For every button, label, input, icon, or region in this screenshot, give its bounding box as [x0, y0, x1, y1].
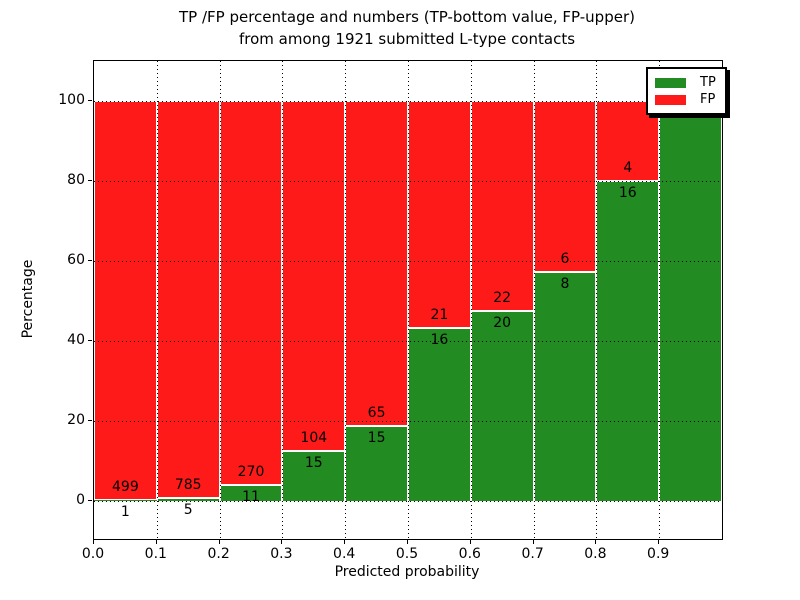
fp-count-label: 22	[493, 289, 512, 306]
x-gridline	[156, 61, 158, 539]
y-tick-label: 20	[67, 412, 85, 428]
bar-segment-fp	[533, 101, 597, 273]
bar-segment-tp	[282, 450, 346, 501]
y-axis-label: Percentage	[20, 259, 36, 339]
x-gridline	[219, 61, 221, 539]
legend-row-tp: TP	[655, 74, 716, 91]
fp-count-label: 785	[174, 477, 202, 494]
tp-count-label: 1	[120, 504, 130, 521]
chart-title: TP /FP percentage and numbers (TP-bottom…	[93, 6, 721, 50]
chart-title-line2: from among 1921 submitted L-type contact…	[238, 30, 576, 48]
y-tick	[88, 340, 92, 341]
x-tick-label: 0.5	[395, 546, 419, 562]
x-gridline	[596, 61, 598, 539]
y-gridline	[94, 261, 722, 262]
x-tick	[218, 540, 220, 544]
bar-segment-tp	[470, 310, 534, 501]
bar-segment-tp	[533, 272, 597, 501]
legend: TP FP	[646, 67, 727, 115]
bar-segment-fp	[156, 101, 220, 499]
legend-row-fp: FP	[655, 91, 716, 108]
x-tick	[344, 540, 346, 544]
x-gridline	[345, 61, 347, 539]
tp-count-label: 20	[493, 314, 512, 331]
x-tick	[532, 540, 534, 544]
x-tick-label: 0.6	[458, 546, 481, 562]
bar-segment-tp	[659, 101, 722, 501]
tp-count-label: 5	[183, 502, 193, 519]
tp-count-label: 16	[430, 332, 449, 349]
bar-segment-fp	[408, 101, 471, 329]
y-gridline	[94, 341, 722, 342]
y-tick-label: 40	[67, 332, 85, 348]
chart-title-line1: TP /FP percentage and numbers (TP-bottom…	[179, 8, 635, 26]
x-axis-label: Predicted probability	[334, 564, 480, 580]
y-tick	[88, 180, 92, 181]
legend-label-tp: TP	[700, 75, 716, 90]
fp-count-label: 4	[623, 160, 633, 176]
y-tick	[88, 420, 92, 421]
x-tick	[595, 540, 597, 544]
tp-count-label: 8	[560, 276, 570, 293]
bar-segment-fp	[219, 101, 283, 486]
x-tick-label: 0.9	[647, 546, 670, 562]
x-tick	[407, 540, 408, 544]
bar-segment-fp	[345, 101, 408, 426]
x-tick-label: 0.8	[584, 546, 607, 562]
x-tick-label: 0.0	[81, 546, 105, 562]
y-tick-label: 100	[58, 92, 85, 108]
y-gridline	[94, 501, 722, 502]
fp-count-label: 499	[112, 479, 139, 496]
y-tick	[88, 500, 92, 501]
y-tick-label: 60	[67, 252, 85, 268]
y-tick-label: 0	[76, 492, 85, 508]
plot-area: 4991785527011104156515211622206841638	[93, 60, 723, 540]
x-tick	[469, 540, 471, 544]
fp-count-label: 21	[430, 307, 449, 324]
x-tick	[155, 540, 157, 544]
bar-segment-tp	[408, 328, 471, 501]
x-gridline	[659, 61, 661, 539]
x-gridline	[282, 61, 284, 539]
fp-legend-swatch-icon	[655, 94, 686, 105]
tp-count-label: 16	[618, 185, 637, 201]
tp-count-label: 11	[242, 489, 260, 506]
bar-segment-fp	[282, 101, 346, 451]
x-tick	[281, 540, 283, 544]
x-tick-label: 0.2	[207, 546, 230, 562]
x-tick	[93, 540, 94, 544]
fp-count-label: 6	[560, 251, 570, 268]
bar-segment-tp	[345, 426, 408, 501]
tp-count-label: 15	[367, 430, 386, 446]
tp-count-label: 15	[304, 454, 323, 471]
y-tick	[88, 100, 92, 101]
bar-segment-tp	[94, 500, 157, 501]
y-gridline	[94, 421, 722, 422]
y-gridline	[94, 101, 722, 102]
x-tick-label: 0.4	[333, 546, 356, 562]
x-gridline	[470, 61, 472, 539]
y-tick	[88, 260, 92, 261]
bar-segment-fp	[94, 101, 157, 501]
x-gridline	[533, 61, 535, 539]
fp-count-label: 104	[300, 429, 328, 446]
bar-segment-fp	[470, 101, 534, 311]
legend-label-fp: FP	[700, 92, 716, 107]
x-tick	[658, 540, 660, 544]
y-tick-label: 80	[67, 172, 85, 188]
x-tick-label: 0.1	[144, 546, 167, 562]
x-gridline	[408, 61, 409, 539]
y-gridline	[94, 181, 722, 182]
fp-count-label: 270	[237, 464, 265, 481]
tp-legend-swatch-icon	[655, 77, 686, 88]
fp-count-label: 65	[367, 405, 386, 421]
x-tick-label: 0.3	[270, 546, 293, 562]
x-tick-label: 0.7	[521, 546, 544, 562]
